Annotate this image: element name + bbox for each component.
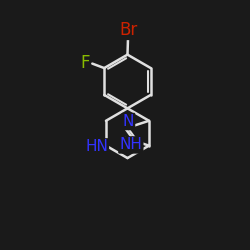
Text: HN: HN [85, 140, 108, 154]
Text: NH: NH [120, 138, 142, 152]
Text: F: F [80, 54, 90, 72]
Text: Br: Br [119, 21, 138, 39]
Text: N: N [123, 114, 134, 129]
